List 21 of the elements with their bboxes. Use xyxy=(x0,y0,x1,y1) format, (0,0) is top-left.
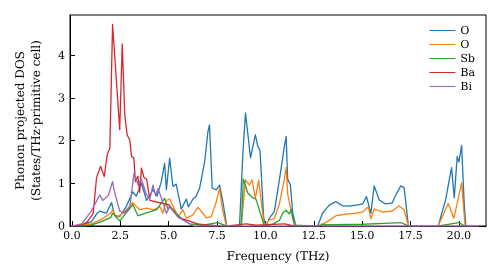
x-tick-label: 15.0 xyxy=(350,229,374,242)
x-tick-label: 2.5 xyxy=(112,229,130,242)
x-tick-label: 10.0 xyxy=(253,229,278,242)
legend-label: Bi xyxy=(460,80,472,93)
legend-label: Sb xyxy=(460,52,475,65)
y-tick-label: 3 xyxy=(58,92,65,105)
x-tick-label: 17.5 xyxy=(398,229,423,242)
y-axis-title: Phonon projected DOS (States/THz·primitive cell) xyxy=(13,40,43,201)
y-tick-label: 0 xyxy=(58,220,65,232)
y-tick-label: 4 xyxy=(58,48,65,62)
x-tick-label: 20.0 xyxy=(446,229,472,242)
y-tick-label: 2 xyxy=(58,134,65,148)
x-tick-label: 7.5 xyxy=(208,229,226,242)
legend-label: O xyxy=(460,38,470,51)
legend-label: O xyxy=(460,24,470,37)
legend-label: Ba xyxy=(460,66,476,79)
x-axis-title: Frequency (THz) xyxy=(226,249,330,263)
y-tick-label: 1 xyxy=(58,176,65,190)
x-tick-label: 0.0 xyxy=(63,229,81,242)
x-tick-label: 5.0 xyxy=(160,229,178,242)
x-tick-label: 12.5 xyxy=(302,229,326,242)
